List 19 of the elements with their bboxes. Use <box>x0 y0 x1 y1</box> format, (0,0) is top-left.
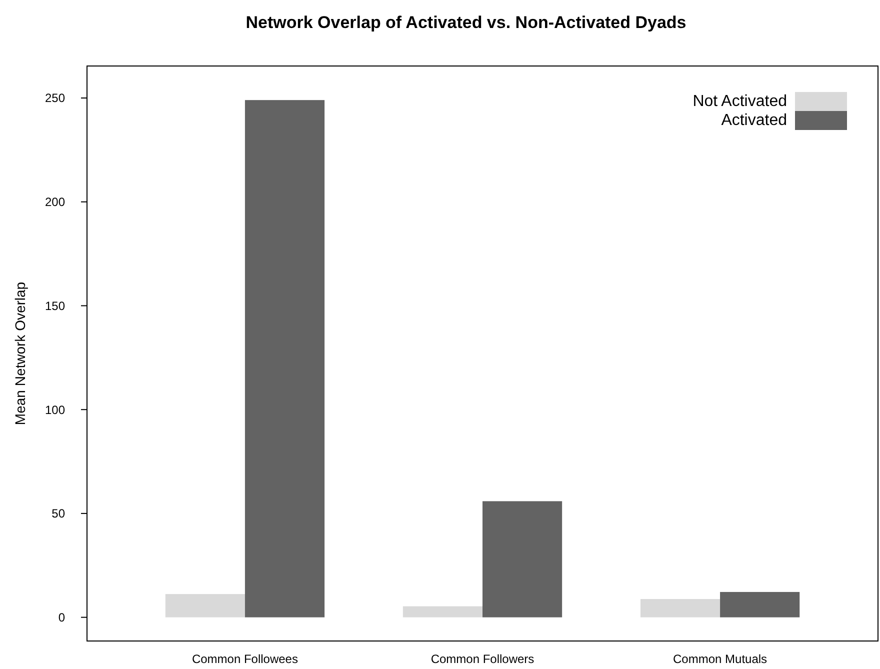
y-tick-label: 200 <box>44 195 66 210</box>
y-tick-label: 150 <box>44 298 66 313</box>
y-tick-label: 0 <box>58 610 66 625</box>
bar <box>402 606 482 618</box>
y-tick-label: 50 <box>52 506 66 521</box>
y-tick-label: 100 <box>44 402 66 417</box>
x-tick-label: Common Followees <box>192 652 298 666</box>
bar <box>482 501 562 618</box>
y-axis-title: Mean Network Overlap <box>12 282 28 426</box>
bar <box>165 594 245 618</box>
legend-label: Not Activated <box>692 93 787 110</box>
bar <box>640 599 720 618</box>
legend-label: Activated <box>721 112 787 129</box>
y-tick-label: 250 <box>44 91 66 106</box>
bar <box>720 592 800 618</box>
x-tick-label: Common Mutuals <box>673 652 768 666</box>
bar <box>244 100 325 618</box>
chart-title: Network Overlap of Activated vs. Non-Activated Dyads <box>246 13 686 32</box>
x-tick-label: Common Followers <box>430 652 534 666</box>
